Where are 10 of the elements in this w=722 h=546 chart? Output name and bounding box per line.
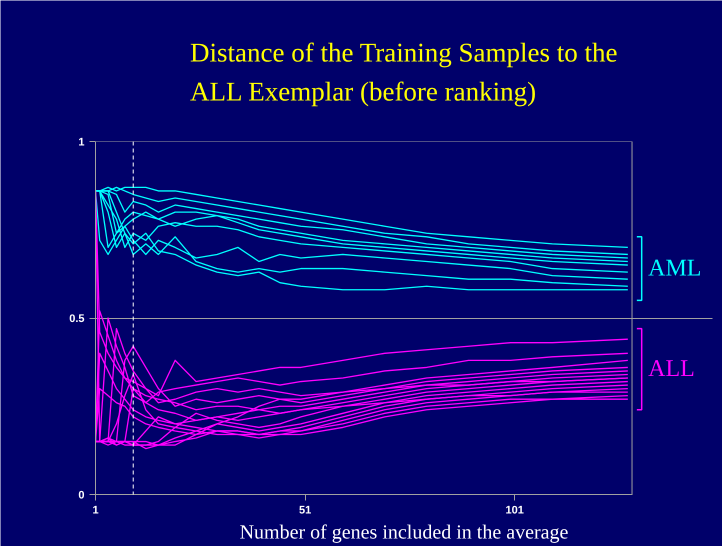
y-tick-label: 0.5 xyxy=(69,313,85,325)
x-tick-label: 1 xyxy=(92,504,99,516)
x-tick-label: 51 xyxy=(298,504,312,516)
series-label: ALL xyxy=(648,356,695,382)
chart-title: Distance of the Training Samples to the ALL Exemplar (before ranking) xyxy=(190,38,618,106)
y-tick-label: 1 xyxy=(78,136,85,148)
x-tick-label: 101 xyxy=(505,504,524,516)
series-label: AML xyxy=(648,256,702,282)
y-tick-label: 0 xyxy=(78,490,85,502)
x-axis-title: Number of genes included in the average xyxy=(240,522,569,544)
